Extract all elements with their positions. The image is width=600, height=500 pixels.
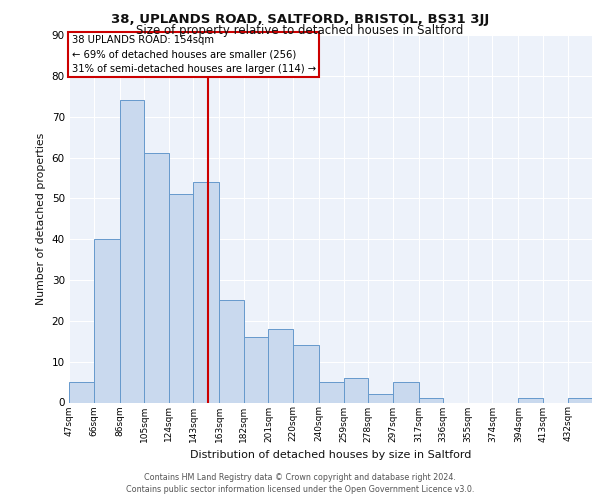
Bar	[69, 382, 94, 402]
Bar	[268, 329, 293, 402]
Bar	[568, 398, 592, 402]
Bar	[193, 182, 219, 402]
Bar	[293, 346, 319, 403]
Bar	[419, 398, 443, 402]
Bar	[144, 154, 169, 402]
Bar	[368, 394, 393, 402]
Bar	[344, 378, 368, 402]
Bar	[319, 382, 344, 402]
Bar	[219, 300, 244, 402]
X-axis label: Distribution of detached houses by size in Saltford: Distribution of detached houses by size …	[190, 450, 471, 460]
Bar	[393, 382, 419, 402]
Text: 38 UPLANDS ROAD: 154sqm
← 69% of detached houses are smaller (256)
31% of semi-d: 38 UPLANDS ROAD: 154sqm ← 69% of detache…	[71, 35, 316, 74]
Bar	[518, 398, 543, 402]
Bar	[119, 100, 144, 403]
Text: Contains HM Land Registry data © Crown copyright and database right 2024.
Contai: Contains HM Land Registry data © Crown c…	[126, 472, 474, 494]
Bar	[244, 337, 268, 402]
Bar	[169, 194, 193, 402]
Text: 38, UPLANDS ROAD, SALTFORD, BRISTOL, BS31 3JJ: 38, UPLANDS ROAD, SALTFORD, BRISTOL, BS3…	[111, 12, 489, 26]
Text: Size of property relative to detached houses in Saltford: Size of property relative to detached ho…	[136, 24, 464, 37]
Y-axis label: Number of detached properties: Number of detached properties	[36, 132, 46, 305]
Bar	[94, 239, 119, 402]
